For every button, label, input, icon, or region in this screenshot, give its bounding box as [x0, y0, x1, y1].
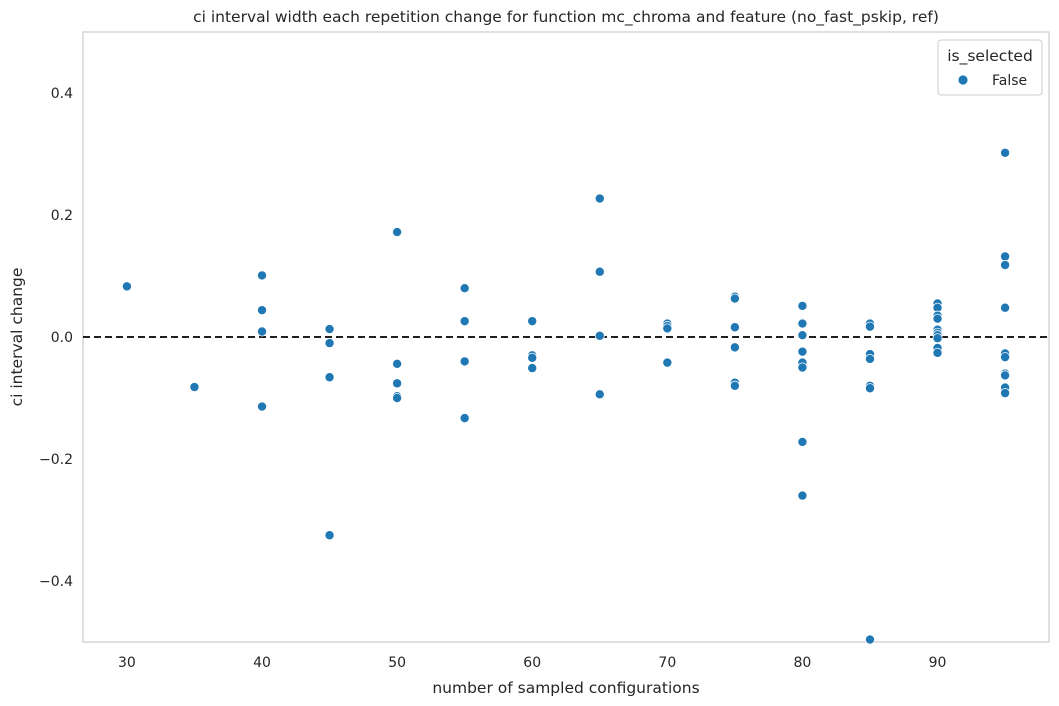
x-tick-labels: 30 40 50 60 70 80 90: [118, 655, 946, 671]
data-point: [932, 313, 943, 324]
x-tick-label: 60: [523, 655, 541, 671]
data-point: [189, 382, 200, 393]
data-point: [324, 530, 335, 541]
y-tick-label: −0.2: [39, 452, 73, 468]
y-axis-label: ci interval change: [8, 268, 26, 407]
data-point: [392, 358, 403, 369]
data-point: [459, 316, 470, 327]
data-point: [729, 380, 740, 391]
data-point: [459, 283, 470, 294]
data-point: [1000, 302, 1011, 313]
legend-label: False: [992, 73, 1027, 89]
chart-title: ci interval width each repetition change…: [193, 8, 939, 27]
y-tick-label: 0.2: [51, 208, 73, 224]
data-point: [527, 316, 538, 327]
data-point: [932, 333, 943, 344]
data-point: [797, 300, 808, 311]
data-point: [797, 318, 808, 329]
data-point: [797, 436, 808, 447]
data-point: [797, 346, 808, 357]
data-point: [1000, 251, 1011, 262]
legend-marker: [957, 74, 969, 86]
data-point: [392, 392, 403, 403]
data-point: [1000, 260, 1011, 271]
y-tick-label: −0.4: [39, 574, 73, 590]
data-point: [932, 347, 943, 358]
data-point: [594, 266, 605, 277]
data-point: [257, 305, 268, 316]
data-point: [797, 490, 808, 501]
x-tick-label: 40: [253, 655, 271, 671]
x-tick-label: 80: [794, 655, 812, 671]
data-point: [1000, 352, 1011, 363]
data-point: [662, 357, 673, 368]
data-point: [864, 634, 875, 645]
data-point: [729, 293, 740, 304]
data-point: [257, 326, 268, 337]
x-tick-label: 50: [388, 655, 406, 671]
x-tick-label: 30: [118, 655, 136, 671]
data-point: [864, 383, 875, 394]
data-point: [459, 356, 470, 367]
x-tick-label: 90: [929, 655, 947, 671]
data-point: [392, 227, 403, 238]
data-point: [594, 193, 605, 204]
data-point: [459, 413, 470, 424]
data-point: [257, 401, 268, 412]
data-point: [594, 330, 605, 341]
legend: is_selected False: [937, 39, 1043, 96]
data-point: [729, 322, 740, 333]
data-point: [1000, 147, 1011, 158]
data-point: [797, 362, 808, 373]
data-point: [257, 270, 268, 281]
data-point: [729, 342, 740, 353]
data-point: [1000, 370, 1011, 381]
y-tick-labels: −0.4 −0.2 0.0 0.2 0.4: [39, 86, 73, 590]
data-point: [527, 352, 538, 363]
data-point: [864, 353, 875, 364]
y-tick-label: 0.0: [51, 330, 73, 346]
data-point: [594, 389, 605, 400]
points-layer: [121, 147, 1011, 645]
data-point: [324, 324, 335, 335]
data-point: [324, 338, 335, 349]
data-point: [392, 378, 403, 389]
data-point: [121, 281, 132, 292]
data-point: [527, 363, 538, 374]
data-point: [324, 372, 335, 383]
x-tick-label: 70: [658, 655, 676, 671]
data-point: [1000, 388, 1011, 399]
data-point: [662, 323, 673, 334]
x-axis-label: number of sampled configurations: [432, 679, 699, 697]
legend-title: is_selected: [947, 47, 1033, 66]
y-tick-label: 0.4: [51, 86, 73, 102]
data-point: [797, 330, 808, 341]
data-point: [864, 321, 875, 332]
